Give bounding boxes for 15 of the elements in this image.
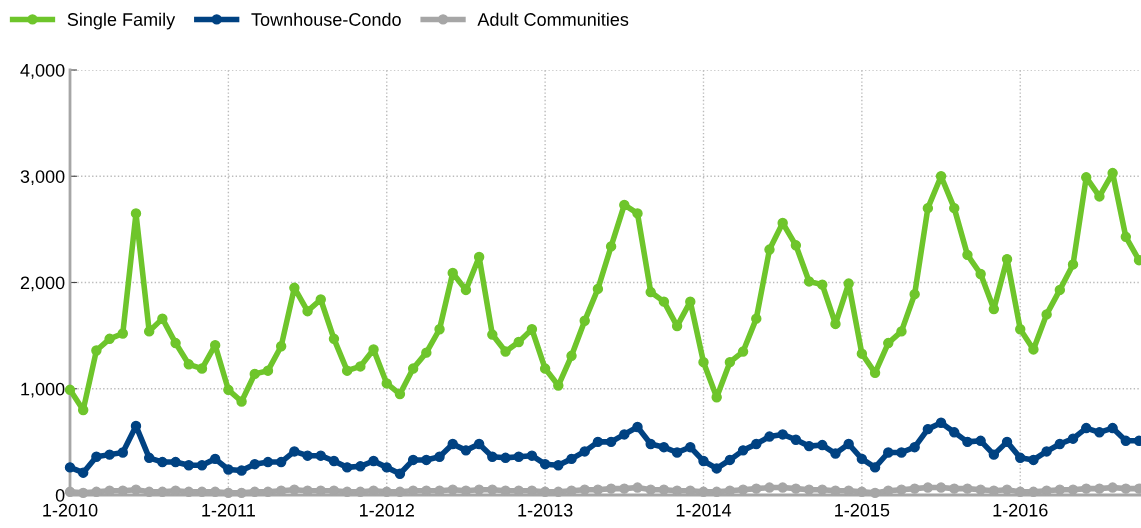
y-tick-label: 0 (55, 488, 65, 502)
x-tick-label: 1-2013 (518, 503, 573, 517)
x-tick-label: 1-2014 (676, 503, 732, 517)
legend-label: Townhouse-Condo (251, 12, 401, 26)
y-tick-label: 3,000 (20, 170, 65, 186)
x-tick-label: 1-2011 (202, 503, 255, 517)
y-tick-label: 1,000 (21, 382, 65, 398)
x-tick-label: 1-2015 (835, 503, 890, 517)
x-tick-label: 1-2012 (360, 503, 414, 517)
legend-label: Adult Communities (477, 12, 629, 26)
legend-label: Single Family (67, 12, 176, 30)
x-tick-label: 1-2010 (43, 503, 98, 517)
y-tick-label: 2,000 (20, 276, 65, 292)
x-tick-label: 1-2016 (993, 503, 1048, 517)
y-tick-label: 4,000 (20, 63, 65, 79)
